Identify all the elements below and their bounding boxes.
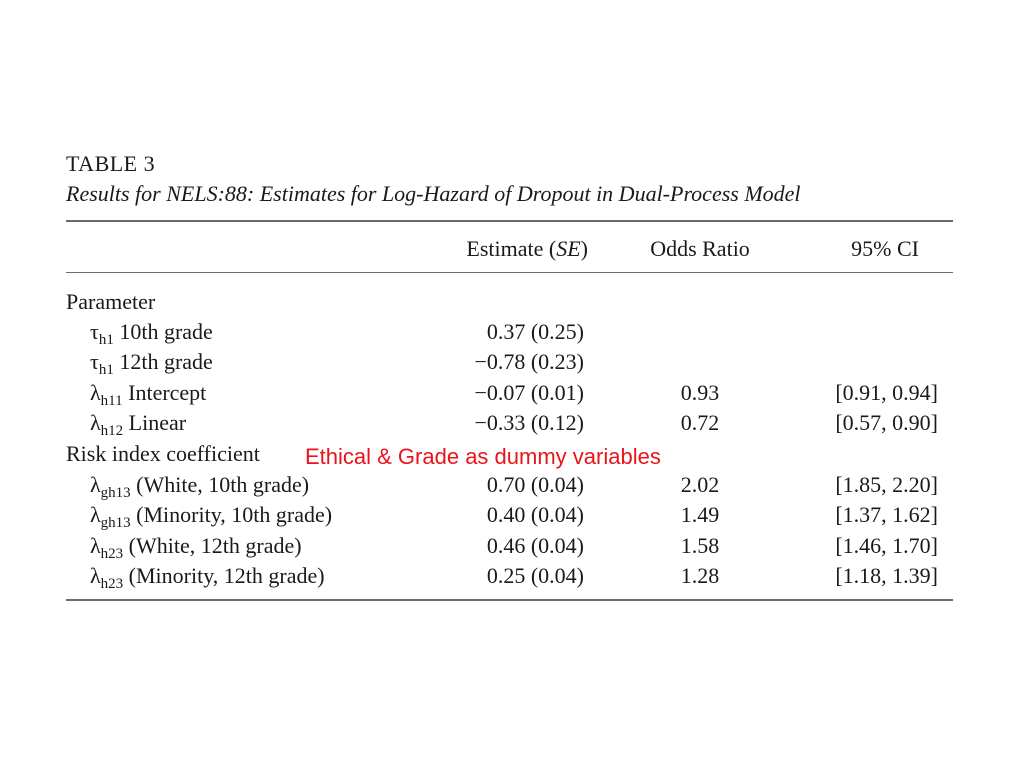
row-subscript: h11 <box>100 393 123 409</box>
row-estimate: 0.25 (0.04) <box>486 563 584 588</box>
table-label: TABLE 3 <box>66 151 156 176</box>
bottom-rule <box>66 599 953 601</box>
row-symbol: λ <box>90 410 101 435</box>
row-subscript: h23 <box>100 576 124 592</box>
row-label: λgh13 (White, 10th grade) <box>90 472 309 501</box>
row-label-text: 10th grade <box>113 319 213 344</box>
row-symbol: λ <box>90 502 101 527</box>
row-subscript: h12 <box>100 423 124 439</box>
row-estimate: 0.40 (0.04) <box>486 502 584 527</box>
header-estimate-se: SE <box>556 236 581 261</box>
row-label-text: Intercept <box>122 380 207 405</box>
header-odds-ratio: Odds Ratio <box>650 236 750 261</box>
row-odds-ratio: 0.72 <box>680 410 720 435</box>
row-subscript: gh13 <box>100 515 131 531</box>
row-label: λh12 Linear <box>90 410 186 439</box>
row-odds-ratio: 1.49 <box>680 502 720 527</box>
row-label-text: 12th grade <box>113 349 213 374</box>
row-odds-ratio: 1.28 <box>680 563 720 588</box>
row-estimate: 0.70 (0.04) <box>486 472 584 497</box>
annotation-note: Ethical & Grade as dummy variables <box>305 444 661 469</box>
header-ci: 95% CI <box>851 236 919 261</box>
header-estimate: Estimate (SE) <box>412 236 588 262</box>
row-odds-ratio: 1.58 <box>680 533 720 558</box>
row-label: λh11 Intercept <box>90 380 206 409</box>
row-estimate: −0.33 (0.12) <box>474 410 584 435</box>
row-subscript: h1 <box>98 362 114 378</box>
row-label: τh1 12th grade <box>90 349 213 378</box>
row-ci: [1.46, 1.70] <box>835 533 938 558</box>
row-label-text: Linear <box>123 410 187 435</box>
row-symbol: λ <box>90 380 101 405</box>
row-ci: [1.18, 1.39] <box>835 563 938 588</box>
row-symbol: λ <box>90 563 101 588</box>
row-symbol: λ <box>90 533 101 558</box>
row-symbol: λ <box>90 472 101 497</box>
row-label-text: (White, 12th grade) <box>123 533 302 558</box>
row-odds-ratio: 2.02 <box>680 472 720 497</box>
row-ci: [1.85, 2.20] <box>835 472 938 497</box>
row-ci: [0.91, 0.94] <box>835 380 938 405</box>
row-symbol: τ <box>90 319 99 344</box>
row-estimate: 0.37 (0.25) <box>486 319 584 344</box>
row-subscript: h1 <box>98 332 114 348</box>
row-label: λh23 (White, 12th grade) <box>90 533 302 562</box>
row-symbol: τ <box>90 349 99 374</box>
header-estimate-post: ) <box>580 236 588 261</box>
row-label-text: (Minority, 12th grade) <box>123 563 325 588</box>
header-estimate-pre: Estimate ( <box>466 236 557 261</box>
header-rule <box>66 272 953 273</box>
table-title: Results for NELS:88: Estimates for Log-H… <box>66 181 801 206</box>
row-estimate: −0.78 (0.23) <box>474 349 584 374</box>
row-estimate: 0.46 (0.04) <box>486 533 584 558</box>
row-label: λgh13 (Minority, 10th grade) <box>90 502 332 531</box>
row-ci: [1.37, 1.62] <box>835 502 938 527</box>
row-subscript: gh13 <box>100 485 131 501</box>
row-label-text: (White, 10th grade) <box>130 472 310 497</box>
section-risk-index: Risk index coefficient <box>66 441 260 466</box>
row-subscript: h23 <box>100 546 124 562</box>
row-estimate: −0.07 (0.01) <box>474 380 584 405</box>
row-odds-ratio: 0.93 <box>680 380 720 405</box>
row-label: λh23 (Minority, 12th grade) <box>90 563 325 592</box>
row-label: τh1 10th grade <box>90 319 213 348</box>
row-label-text: (Minority, 10th grade) <box>130 502 333 527</box>
row-ci: [0.57, 0.90] <box>835 410 938 435</box>
top-rule <box>66 220 953 222</box>
section-parameter: Parameter <box>66 289 156 314</box>
